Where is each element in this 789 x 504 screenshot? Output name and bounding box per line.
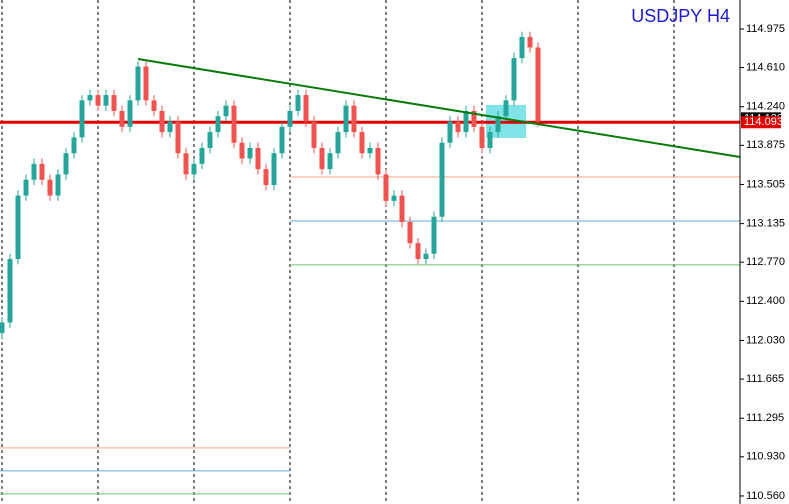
candle-body bbox=[343, 105, 349, 133]
candle-body bbox=[311, 121, 317, 148]
candle-body bbox=[199, 147, 205, 164]
candle-body bbox=[351, 105, 357, 133]
candle-body bbox=[215, 116, 221, 133]
y-tick-label: 113.135 bbox=[746, 218, 785, 230]
candle-body bbox=[319, 147, 325, 170]
candle-body bbox=[407, 222, 413, 244]
candle-body bbox=[47, 179, 53, 196]
candle-body bbox=[447, 121, 453, 143]
candle-body bbox=[295, 95, 301, 111]
candle-body bbox=[207, 132, 213, 148]
candle-body bbox=[183, 153, 189, 175]
candle-body bbox=[231, 105, 237, 143]
candle-body bbox=[487, 132, 493, 148]
candle-body bbox=[287, 110, 293, 127]
candle-body bbox=[39, 163, 45, 180]
price-label: 114.093 bbox=[744, 116, 783, 128]
candle-body bbox=[327, 153, 333, 170]
candle-body bbox=[519, 36, 525, 59]
candle-body bbox=[503, 100, 509, 117]
y-tick-label: 114.610 bbox=[746, 61, 785, 73]
candle-body bbox=[239, 142, 245, 159]
candle-body bbox=[23, 179, 29, 196]
y-tick-label: 112.030 bbox=[746, 334, 785, 346]
candle-body bbox=[279, 126, 285, 154]
candle-body bbox=[479, 126, 485, 148]
candle-body bbox=[511, 58, 517, 101]
chart-title: USDJPY H4 bbox=[631, 6, 730, 26]
candle-body bbox=[111, 95, 117, 111]
candle-body bbox=[255, 147, 261, 170]
candle-body bbox=[87, 95, 93, 101]
y-tick-label: 114.240 bbox=[746, 101, 785, 113]
candle-body bbox=[431, 216, 437, 254]
candle-body bbox=[471, 110, 477, 127]
candle-body bbox=[383, 174, 389, 201]
candle-body bbox=[535, 47, 541, 122]
candle-body bbox=[79, 100, 85, 138]
candle-body bbox=[63, 153, 69, 175]
candle-body bbox=[223, 105, 229, 117]
candle-body bbox=[271, 153, 277, 185]
candle-body bbox=[359, 132, 365, 154]
candle-body bbox=[303, 95, 309, 122]
y-tick-label: 110.930 bbox=[746, 451, 785, 463]
candle-body bbox=[415, 243, 421, 260]
candle-body bbox=[367, 147, 373, 154]
candle-body bbox=[135, 66, 141, 101]
candle-body bbox=[7, 259, 13, 323]
candle-body bbox=[119, 110, 125, 127]
y-tick-label: 112.770 bbox=[746, 256, 785, 268]
candle-body bbox=[167, 121, 173, 133]
candle-body bbox=[15, 195, 21, 260]
candle-body bbox=[455, 121, 461, 133]
candle-body bbox=[175, 121, 181, 154]
candle-body bbox=[247, 147, 253, 159]
candle-body bbox=[191, 163, 197, 175]
y-tick-label: 113.505 bbox=[746, 178, 785, 190]
candle-body bbox=[127, 100, 133, 127]
candle-body bbox=[143, 66, 149, 101]
trendline bbox=[137, 58, 741, 158]
candle-body bbox=[391, 195, 397, 201]
candle-body bbox=[55, 174, 61, 196]
y-tick-label: 110.560 bbox=[746, 490, 785, 502]
candle-body bbox=[151, 100, 157, 111]
candle-body bbox=[375, 147, 381, 175]
candle-body bbox=[95, 95, 101, 106]
candle-body bbox=[31, 163, 37, 180]
candle-body bbox=[399, 195, 405, 223]
candle-body bbox=[439, 142, 445, 217]
candle-body bbox=[335, 132, 341, 154]
candle-body bbox=[103, 95, 109, 106]
candle-body bbox=[159, 110, 165, 133]
candle-body bbox=[423, 253, 429, 260]
candle-body bbox=[463, 110, 469, 133]
candle-body bbox=[71, 137, 77, 154]
candle-body bbox=[495, 116, 501, 133]
candle-body bbox=[263, 169, 269, 185]
y-tick-label: 114.975 bbox=[746, 23, 785, 35]
y-tick-label: 111.665 bbox=[746, 373, 784, 385]
y-tick-label: 111.295 bbox=[746, 412, 784, 424]
candle-body bbox=[0, 322, 5, 334]
candle-body bbox=[527, 36, 533, 48]
y-tick-label: 112.400 bbox=[746, 295, 785, 307]
price-label-box bbox=[741, 116, 781, 129]
y-tick-label: 113.875 bbox=[746, 139, 785, 151]
